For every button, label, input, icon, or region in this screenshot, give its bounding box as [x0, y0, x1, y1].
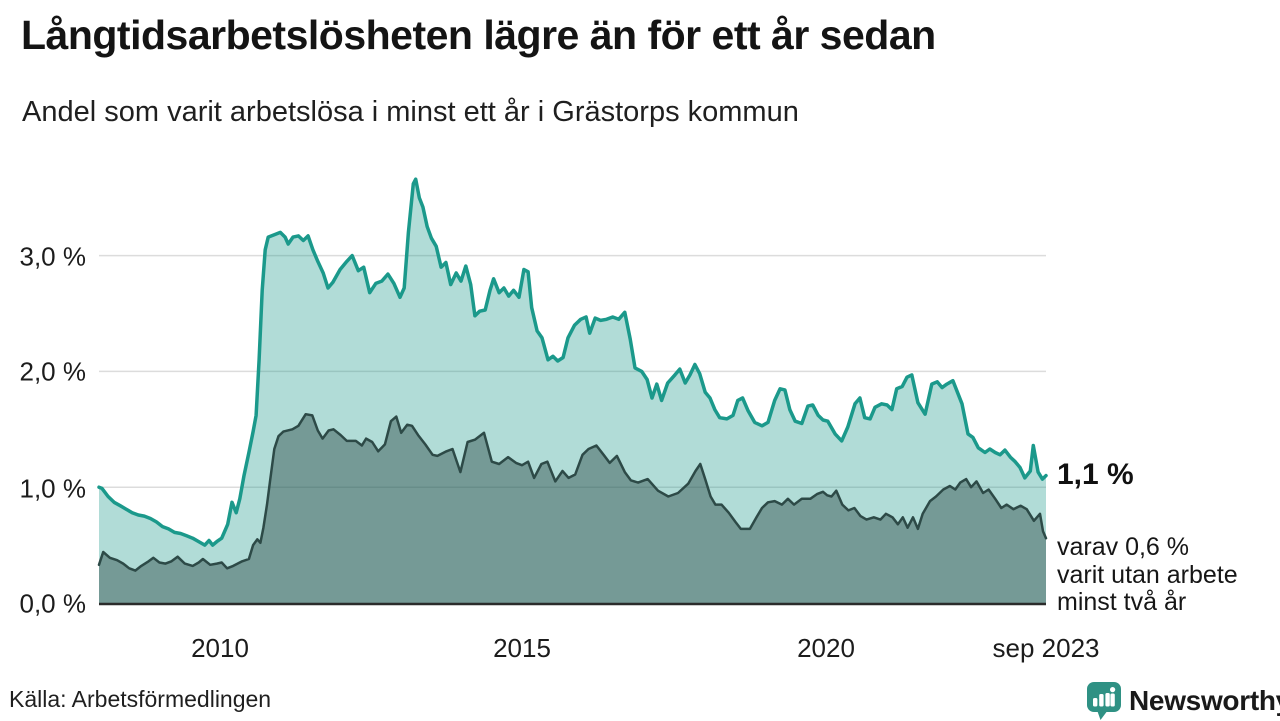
- y-tick-0.0: 0,0 %: [19, 588, 87, 619]
- annotation-line-2: varit utan arbete: [1057, 560, 1238, 589]
- y-tick-1.0: 1,0 %: [19, 473, 87, 504]
- area-series-1: [99, 179, 1046, 603]
- x-tick-2020: 2020: [797, 633, 855, 663]
- page-title: Långtidsarbetslösheten lägre än för ett …: [21, 12, 936, 58]
- area-series-2: [99, 414, 1046, 603]
- x-tick-sep-2023: sep 2023: [992, 633, 1100, 663]
- series-end-value-label: 1,1 %: [1057, 458, 1134, 491]
- x-tick-2015: 2015: [493, 633, 551, 663]
- x-tick-2010: 2010: [191, 633, 249, 663]
- annotation-line-1: varav 0,6 %: [1057, 533, 1190, 561]
- newsworthy-logo: Newsworthy: [1086, 681, 1280, 721]
- newsworthy-wordmark: Newsworthy: [1129, 685, 1280, 716]
- y-tick-3.0: 3,0 %: [19, 241, 87, 272]
- line-series-1: [97, 177, 1048, 547]
- y-tick-2.0: 2,0 %: [19, 356, 87, 387]
- source-attribution: Källa: Arbetsförmedlingen: [9, 686, 272, 712]
- series2-annotation: varav 0,6 % varit utan arbete minst två …: [1057, 533, 1238, 617]
- line-series-2: [97, 412, 1048, 572]
- newsworthy-bubble-chart-icon: [1087, 682, 1121, 720]
- chart-subtitle: Andel som varit arbetslösa i minst ett å…: [22, 96, 799, 128]
- annotation-line-3: minst två år: [1057, 588, 1187, 616]
